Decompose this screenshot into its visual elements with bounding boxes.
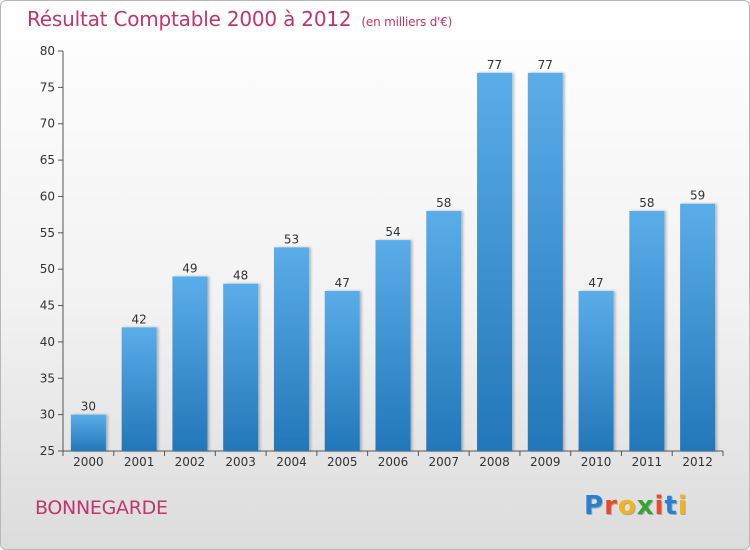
proxiti-logo[interactable]: Proxiti: [584, 491, 688, 521]
x-tick-label: 2004: [276, 455, 307, 469]
y-tick-label: 65: [40, 153, 55, 167]
y-tick-label: 60: [40, 189, 55, 203]
logo-letter: r: [604, 491, 618, 521]
bar-value-label: 77: [538, 58, 553, 72]
bar-value-label: 47: [335, 276, 350, 290]
x-tick-label: 2005: [327, 455, 358, 469]
y-tick-label: 80: [40, 44, 55, 58]
y-axis: 25 30 35 40 45 50 55 60 65 70 75 80: [40, 44, 64, 458]
x-tick-label: 2009: [530, 455, 561, 469]
bar-value-label: 58: [436, 196, 451, 210]
logo-letter: o: [617, 491, 637, 521]
chart-title-text: Résultat Comptable 2000 à 2012: [27, 7, 352, 31]
bar-value-label: 59: [690, 189, 705, 203]
town-name: BONNEGARDE: [35, 497, 168, 519]
bar: [70, 414, 106, 451]
bar-value-label: 42: [132, 312, 147, 326]
bar-value-label: 47: [588, 276, 603, 290]
y-tick-label: 30: [40, 408, 55, 422]
bar: [172, 276, 208, 451]
x-tick-label: 2001: [124, 455, 155, 469]
x-axis: 2000 2001 2002 2003 2004 2005 2006 2007 2008 2009…: [62, 450, 724, 469]
x-tick-label: 2003: [225, 455, 256, 469]
logo-letter: i: [677, 491, 688, 521]
bar: [527, 72, 563, 452]
x-tick-label: 2007: [428, 455, 459, 469]
x-tick-label: 2002: [175, 455, 206, 469]
bar-value-label: 53: [284, 232, 299, 246]
x-tick-label: 2008: [479, 455, 510, 469]
bar: [121, 327, 157, 451]
bar: [223, 283, 259, 451]
bar: [426, 211, 462, 451]
bar-value-label: 77: [487, 58, 502, 72]
y-tick-label: 45: [40, 299, 55, 313]
bar-value-label: 58: [639, 196, 654, 210]
x-tick-label: 2010: [581, 455, 612, 469]
bar: [629, 211, 665, 451]
x-tick-label: 2012: [682, 455, 713, 469]
bars: [70, 72, 716, 452]
x-tick-label: 2006: [378, 455, 409, 469]
y-tick-label: 70: [40, 117, 55, 131]
chart-subtitle: (en milliers d'€): [361, 15, 453, 29]
bar-value-label: 49: [182, 261, 197, 275]
bar: [273, 247, 309, 451]
y-tick-label: 55: [40, 226, 55, 240]
logo-letter: i: [654, 491, 665, 521]
x-tick-label: 2011: [632, 455, 663, 469]
y-tick-label: 75: [40, 80, 55, 94]
bar-value-label: 48: [233, 269, 248, 283]
logo-letter: t: [664, 491, 678, 521]
bar-value-label: 30: [81, 400, 96, 414]
y-tick-label: 40: [40, 335, 55, 349]
y-tick-label: 25: [40, 444, 55, 458]
data-labels: 30 42 49 48 53 47 54 58 77 77 47 58 59: [81, 58, 706, 414]
bar: [324, 291, 360, 451]
x-tick-label: 2000: [73, 455, 104, 469]
bar-value-label: 54: [385, 225, 400, 239]
bar: [680, 203, 716, 451]
bar: [578, 291, 614, 451]
logo-letter: x: [636, 491, 655, 521]
chart-title: Résultat Comptable 2000 à 2012 (en millie…: [27, 7, 452, 31]
logo-letter: P: [584, 491, 605, 521]
bar: [375, 240, 411, 451]
y-tick-label: 35: [40, 371, 55, 385]
bar: [477, 72, 513, 452]
y-tick-label: 50: [40, 262, 55, 276]
